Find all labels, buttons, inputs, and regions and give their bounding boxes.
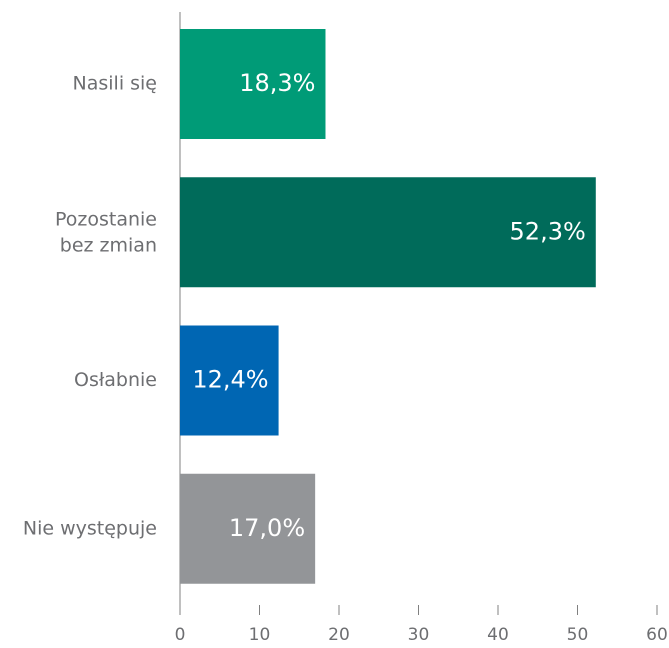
bar — [180, 177, 596, 288]
category-label: Nasili się — [73, 73, 158, 95]
category-label: Pozostanie bez zmian — [55, 208, 157, 256]
bar — [180, 325, 279, 436]
value-label: 52,3% — [510, 217, 586, 245]
x-tick-label: 50 — [567, 625, 589, 645]
bar — [180, 29, 326, 139]
x-tick-label: 10 — [249, 625, 271, 645]
x-tick-label: 20 — [328, 625, 350, 645]
x-tick-label: 60 — [646, 625, 668, 645]
x-tick-label: 0 — [175, 625, 186, 645]
category-label: Nie występuje — [23, 517, 157, 539]
value-label: 17,0% — [229, 514, 305, 542]
bar — [180, 473, 316, 584]
value-label: 12,4% — [192, 366, 268, 394]
value-label: 18,3% — [239, 69, 315, 97]
category-label: Osłabnie — [74, 369, 157, 391]
x-tick-label: 40 — [487, 625, 509, 645]
x-tick-label: 30 — [408, 625, 430, 645]
